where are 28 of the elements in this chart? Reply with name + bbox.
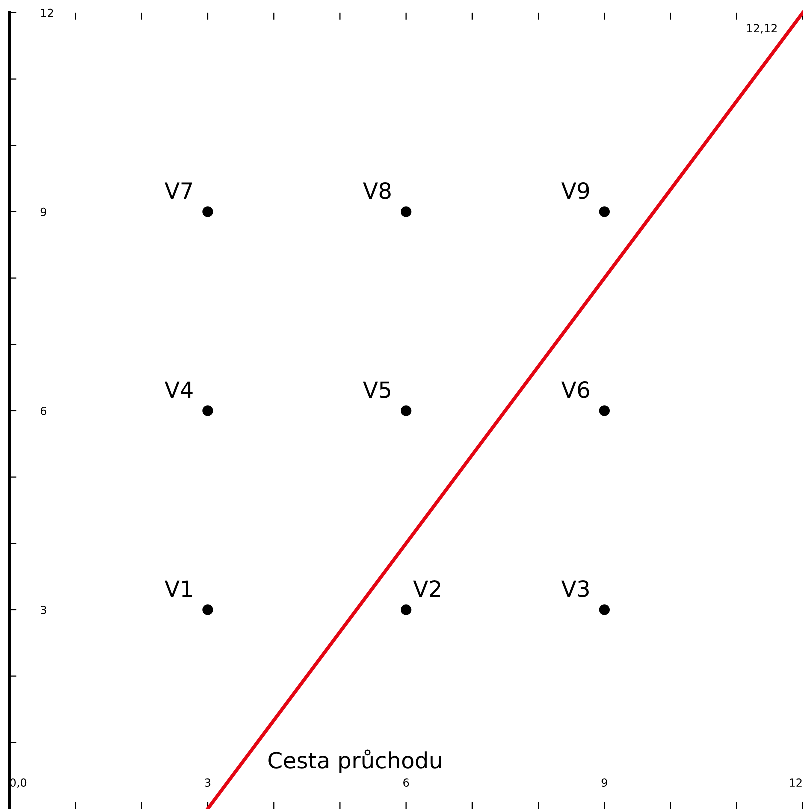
point — [400, 206, 412, 218]
point — [599, 406, 610, 416]
point — [202, 206, 214, 218]
data-label: V8 — [363, 182, 391, 200]
point — [599, 604, 610, 616]
data-label: V1 — [164, 580, 192, 598]
data-label: V6 — [562, 382, 590, 398]
x-tick-label: 9 — [602, 778, 608, 788]
x-tick-label: 3 — [205, 778, 211, 788]
y-tick-label: 3 — [41, 606, 46, 614]
data-label: V5 — [363, 382, 390, 398]
y-tick-label: 12 — [41, 8, 54, 18]
x-tick-label: 12 — [790, 778, 802, 787]
data-label: V4 — [164, 382, 193, 398]
data-label: V2 — [413, 580, 440, 598]
data-label: V7 — [164, 182, 192, 200]
data-label: V3 — [562, 580, 589, 598]
point — [202, 604, 214, 616]
point — [400, 604, 412, 616]
point — [202, 406, 214, 416]
y-tick-label: 6 — [40, 406, 47, 416]
x-tick-label: 6 — [404, 778, 410, 788]
annotation: Cesta průchodu — [268, 750, 442, 774]
point — [599, 206, 610, 218]
point — [400, 406, 412, 416]
y-tick-label: 9 — [40, 208, 46, 216]
data-label: V9 — [562, 182, 590, 200]
annotation: 12,12 — [747, 24, 777, 34]
